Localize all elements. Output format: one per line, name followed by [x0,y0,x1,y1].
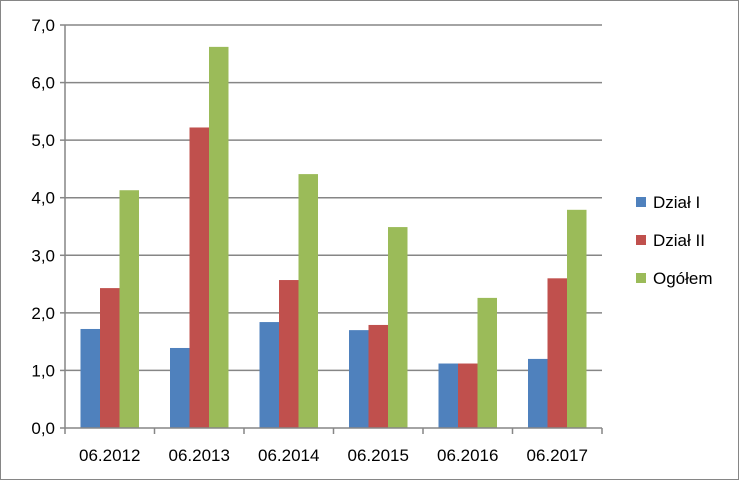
y-tick-label: 6,0 [31,74,55,93]
axes [60,24,603,434]
y-tick-label: 2,0 [31,304,55,323]
y-tick-labels: 0,0 1,0 2,0 3,0 4,0 5,0 6,0 7,0 [31,16,55,438]
x-tick-label: 06.2017 [527,446,588,465]
x-tick-label: 06.2012 [79,446,140,465]
legend: Dział I Dział II Ogółem [636,193,713,288]
legend-label: Dział I [653,193,700,212]
bar [100,288,120,428]
legend-swatch [636,197,646,207]
y-tick-label: 1,0 [31,361,55,380]
y-tick-label: 4,0 [31,189,55,208]
x-tick-label: 06.2014 [258,446,319,465]
bar [189,127,209,428]
bar [438,363,458,428]
gridlines [65,24,602,372]
bar [567,209,587,428]
bar [80,328,100,428]
y-tick-label: 5,0 [31,131,55,150]
legend-swatch [636,273,646,283]
bar [298,174,318,428]
bar [170,347,190,428]
bar [119,190,139,428]
bar [368,324,388,428]
bar [477,297,497,428]
bar [209,46,229,429]
y-tick-label: 3,0 [31,246,55,265]
bar [547,278,567,428]
x-tick-labels: 06.2012 06.2013 06.2014 06.2015 06.2016 06.20… [79,446,588,465]
bar [528,358,548,428]
legend-label: Dział II [653,231,705,250]
bar [259,322,279,428]
bars [80,46,587,429]
y-tick-label: 0,0 [31,419,55,438]
x-tick-label: 06.2016 [437,446,498,465]
legend-swatch [636,235,646,245]
bar [279,280,299,428]
bar [349,330,369,428]
bar [458,363,478,428]
y-tick-label: 7,0 [31,16,55,35]
bar [388,227,408,428]
legend-label: Ogółem [653,269,713,288]
x-tick-label: 06.2015 [348,446,409,465]
x-tick-label: 06.2013 [169,446,230,465]
